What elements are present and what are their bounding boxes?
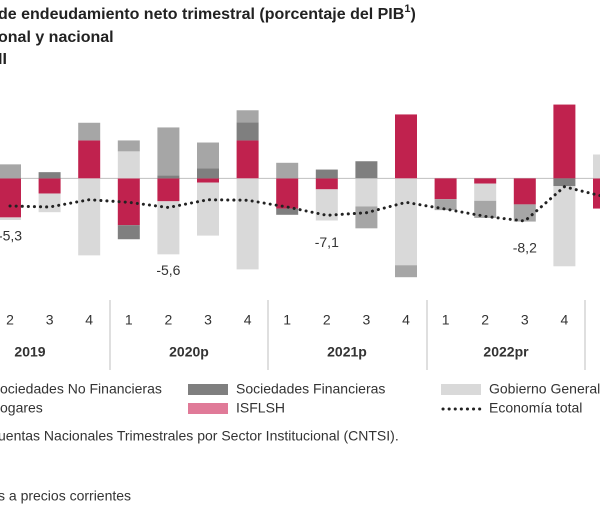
bar-segment (276, 208, 299, 215)
x-tick-label: 4 (402, 312, 410, 328)
x-tick-label: 1 (442, 312, 450, 328)
x-tick-label: 1 (125, 312, 133, 328)
bar-segment (197, 168, 219, 179)
x-tick-label: 3 (204, 312, 212, 328)
title-superscript: 1 (404, 3, 410, 15)
legend-label: ogares (0, 400, 43, 416)
legend-label: ISFLSH (236, 400, 285, 416)
bar-segment (236, 140, 259, 179)
bar-segment (0, 178, 21, 218)
chart-title: de endeudamiento neto trimestral (porcen… (0, 3, 416, 23)
bar-segment (553, 104, 576, 179)
x-tick-label: 4 (561, 312, 569, 328)
bar-segment (38, 193, 61, 213)
bar-segment (0, 164, 21, 179)
x-tick-label: 1 (283, 312, 291, 328)
bar-segment (78, 178, 101, 256)
group-label: 2022pr (483, 344, 529, 360)
bar-segment (434, 178, 457, 200)
bar-segment (0, 217, 21, 220)
x-tick-label: 3 (521, 312, 529, 328)
bar-segment (355, 161, 378, 179)
bar-segment (474, 178, 497, 184)
title-suffix: ) (410, 6, 415, 23)
bar-segment (78, 140, 101, 179)
data-label: -5,6 (156, 262, 180, 278)
x-tick-label: 4 (85, 312, 93, 328)
data-label: -8,2 (513, 240, 537, 256)
source: uentas Nacionales Trimestrales por Secto… (0, 428, 399, 444)
bar-segment (236, 122, 259, 141)
total-line (8, 185, 600, 223)
x-tick-label: 2 (165, 312, 173, 328)
bar-segment (197, 182, 219, 236)
bar-segment (197, 178, 219, 183)
bar-segment (513, 178, 536, 205)
legend-label: Gobierno General (489, 381, 600, 397)
legend-swatch (441, 384, 481, 395)
bar-segment (395, 265, 417, 278)
bar-segment (593, 178, 600, 209)
data-label: -5,3 (0, 228, 22, 244)
x-tick-label: 3 (363, 312, 371, 328)
bar-segment (117, 140, 140, 152)
bar-segment (117, 178, 140, 226)
legend-swatch (188, 384, 228, 395)
note: s a precios corrientes (0, 488, 131, 504)
group-label: 2021p (327, 344, 367, 360)
bar-segment (276, 162, 299, 179)
bar-segment (38, 178, 61, 194)
legend-swatch (188, 403, 228, 414)
bar-segment (38, 172, 61, 179)
title-text: de endeudamiento neto trimestral (porcen… (0, 6, 404, 23)
bar-segment (236, 178, 259, 270)
bar-segment (117, 151, 140, 179)
bar-segment (474, 200, 497, 218)
bar-segment (197, 142, 219, 169)
chart-title: II (0, 51, 7, 68)
bar-segment (315, 189, 338, 221)
bar-segment (157, 201, 180, 255)
bar-segment (236, 110, 259, 123)
bar-segment (315, 169, 338, 179)
bar-segment (593, 154, 600, 179)
bar-segment (276, 178, 299, 209)
x-tick-label: 2 (6, 312, 14, 328)
legend-label: Sociedades Financieras (236, 381, 385, 397)
bar-segment (513, 204, 536, 222)
bar-segment (395, 114, 417, 179)
bar-segment (553, 178, 576, 187)
bar-segment (117, 225, 140, 240)
bar-segment (355, 206, 378, 229)
x-tick-label: 2 (481, 312, 489, 328)
x-tick-label: 3 (46, 312, 54, 328)
bar-segment (395, 178, 417, 266)
bar-segment (157, 175, 180, 179)
data-label: -7,1 (315, 234, 339, 250)
bar-segment (157, 127, 180, 176)
legend-label: ociedades No Financieras (0, 381, 162, 397)
bar-segment (434, 199, 457, 211)
bar-segment (315, 178, 338, 190)
chart-title: onal y nacional (0, 29, 114, 46)
x-tick-label: 4 (244, 312, 252, 328)
group-label: 2020p (169, 344, 209, 360)
bar-segment (474, 183, 497, 201)
bar-segment (78, 122, 101, 141)
legend-label: Economía total (489, 400, 582, 416)
bar-segment (553, 186, 576, 267)
bar-segment (157, 178, 180, 202)
bar-segment (355, 178, 378, 207)
group-label: 2019 (14, 344, 45, 360)
x-tick-label: 2 (323, 312, 331, 328)
